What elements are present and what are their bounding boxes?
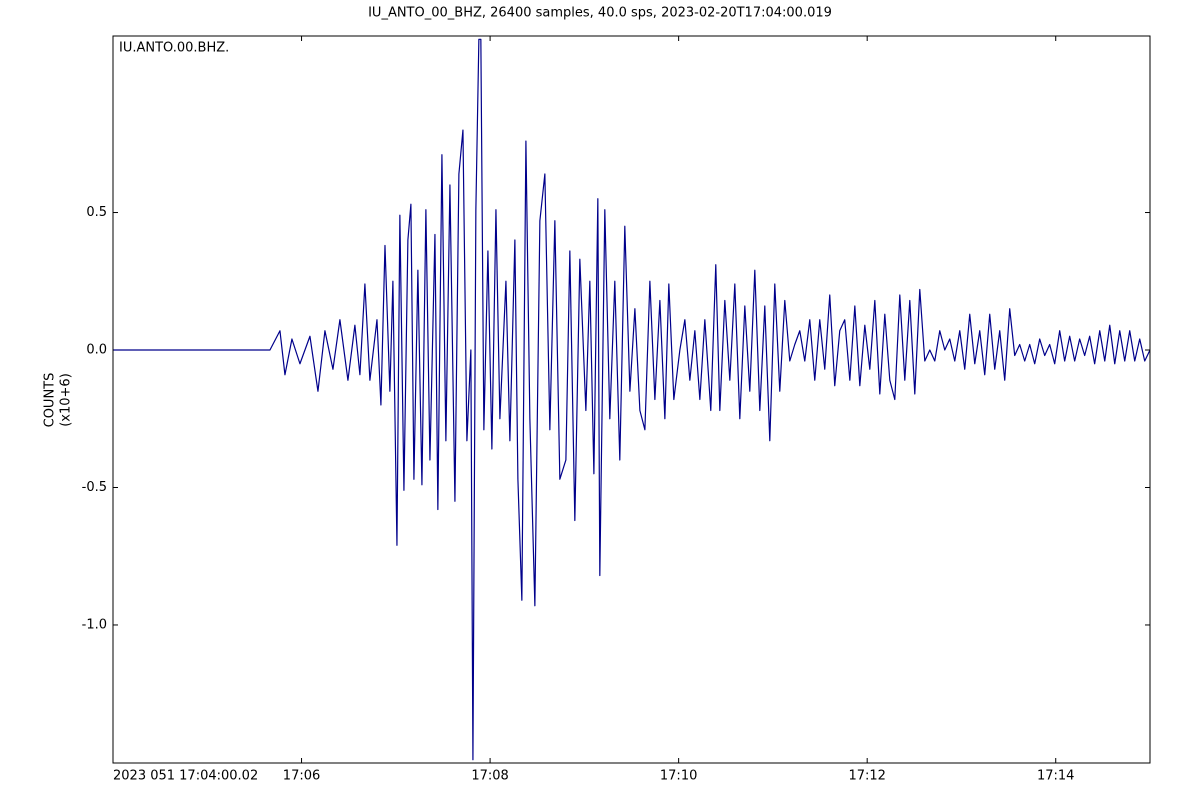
plot-frame	[112, 35, 1151, 764]
x-tick-label: 2023 051 17:04:00.02	[113, 769, 258, 784]
y-tick-label: -0.5	[82, 480, 107, 495]
x-tick-label: 17:06	[283, 769, 320, 784]
x-tick-label: 17:12	[848, 769, 885, 784]
y-tick-label: 0.0	[86, 343, 107, 358]
x-tick-label: 17:14	[1037, 769, 1074, 784]
y-axis-label: COUNTS	[43, 373, 58, 428]
trace-line	[113, 38, 1151, 761]
x-tick-label: 17:08	[471, 769, 508, 784]
trace-label: IU.ANTO.00.BHZ.	[119, 41, 229, 56]
x-tick-label: 17:10	[660, 769, 697, 784]
chart-title: IU_ANTO_00_BHZ, 26400 samples, 40.0 sps,…	[368, 6, 832, 21]
y-tick-label: 0.5	[86, 205, 107, 220]
y-axis-label: (x10+6)	[59, 373, 74, 427]
y-tick-label: -1.0	[82, 617, 107, 632]
